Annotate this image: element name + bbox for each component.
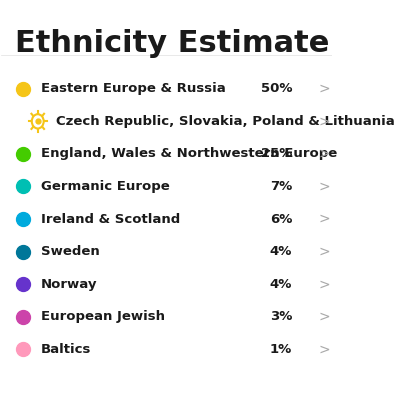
Text: Germanic Europe: Germanic Europe bbox=[41, 180, 170, 193]
Text: 25%: 25% bbox=[261, 148, 292, 160]
Text: 4%: 4% bbox=[270, 245, 292, 258]
Text: >: > bbox=[319, 212, 330, 226]
Text: >: > bbox=[319, 277, 330, 291]
Text: Ireland & Scotland: Ireland & Scotland bbox=[41, 212, 180, 226]
Text: >: > bbox=[319, 342, 330, 356]
Text: >: > bbox=[319, 114, 330, 128]
Text: >: > bbox=[319, 245, 330, 259]
Text: England, Wales & Northwestern Europe: England, Wales & Northwestern Europe bbox=[41, 148, 337, 160]
Text: Czech Republic, Slovakia, Poland & Lithuania: Czech Republic, Slovakia, Poland & Lithu… bbox=[56, 115, 395, 128]
Text: 1%: 1% bbox=[270, 343, 292, 356]
Text: >: > bbox=[319, 82, 330, 96]
Text: 6%: 6% bbox=[270, 212, 292, 226]
Text: Eastern Europe & Russia: Eastern Europe & Russia bbox=[41, 82, 226, 95]
Text: 3%: 3% bbox=[270, 310, 292, 323]
Text: 7%: 7% bbox=[270, 180, 292, 193]
Text: Sweden: Sweden bbox=[41, 245, 100, 258]
Text: Ethnicity Estimate: Ethnicity Estimate bbox=[15, 29, 329, 58]
Text: Norway: Norway bbox=[41, 278, 98, 291]
Text: European Jewish: European Jewish bbox=[41, 310, 165, 323]
Text: >: > bbox=[319, 147, 330, 161]
Text: 4%: 4% bbox=[270, 278, 292, 291]
Text: 50%: 50% bbox=[261, 82, 292, 95]
Text: >: > bbox=[319, 180, 330, 194]
Text: >: > bbox=[319, 310, 330, 324]
Text: Baltics: Baltics bbox=[41, 343, 91, 356]
